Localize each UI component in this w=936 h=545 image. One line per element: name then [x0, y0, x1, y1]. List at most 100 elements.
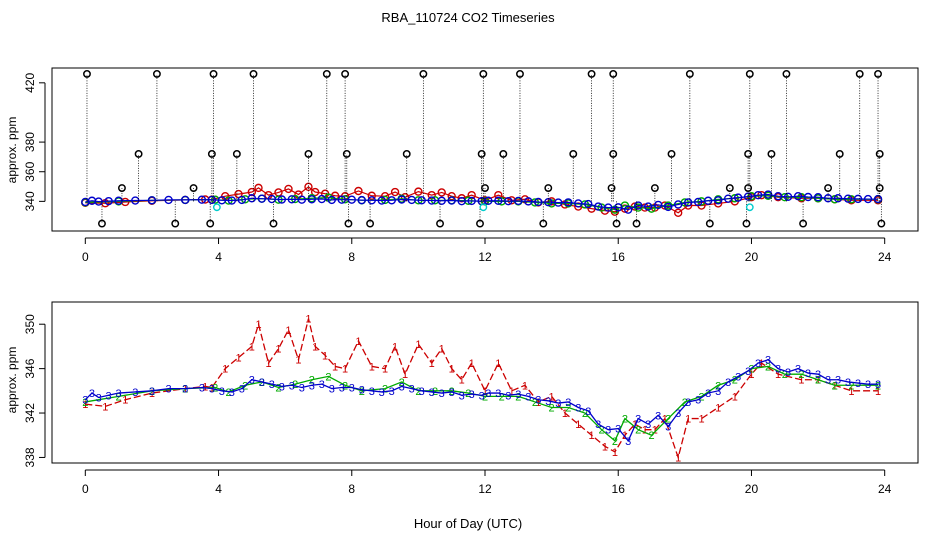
spike-high-point — [341, 69, 350, 78]
series-3-marker: 3 — [615, 424, 621, 436]
spike-mid-point — [402, 149, 411, 158]
series-1-marker: 1 — [459, 375, 465, 387]
series-2-line — [85, 365, 879, 442]
series-3-marker: 3 — [82, 395, 88, 407]
series-1-marker: 1 — [295, 355, 301, 367]
spike-small-point — [117, 184, 126, 192]
panel-1-axes: 0 4 8 12 16 20 24 340 360 380 420 — [23, 72, 892, 264]
p1-blue-trace-point — [594, 202, 603, 211]
p1-blue-trace-point — [644, 202, 653, 211]
series-1-marker: 1 — [549, 391, 555, 403]
series-2-marker: 2 — [815, 375, 821, 387]
series-1-marker: 1 — [685, 414, 691, 426]
spike-low-point — [799, 219, 808, 228]
series-2-marker: 2 — [648, 430, 654, 442]
p1-blue-trace-point — [703, 196, 713, 205]
spike-high-point — [782, 69, 791, 78]
series-1-marker: 1 — [429, 358, 435, 370]
p1-blue-trace-point — [457, 196, 466, 206]
series-3-marker: 3 — [625, 436, 631, 448]
x-tick-label: 16 — [612, 482, 626, 496]
series-3-marker: 3 — [645, 419, 651, 431]
series-1-marker: 1 — [602, 441, 608, 453]
p1-blue-trace-point — [584, 199, 593, 209]
p1-blue-trace-point — [347, 195, 356, 204]
series-3-marker: 3 — [785, 367, 791, 379]
series-2-marker: 2 — [682, 397, 688, 409]
p1-blue-trace-point — [437, 196, 446, 205]
spike-mid-point — [767, 149, 776, 158]
spike-mid-point — [304, 149, 313, 158]
y-tick-label: 338 — [23, 447, 37, 467]
spike-high-point — [209, 69, 218, 78]
p1-blue-trace-point — [357, 195, 366, 205]
p1-blue-trace-point — [534, 197, 543, 207]
series-1-marker: 1 — [652, 425, 658, 437]
series-3-marker: 3 — [229, 387, 235, 399]
series-2-marker: 2 — [599, 425, 605, 437]
p1-red-trace-point — [310, 187, 320, 197]
series-2-marker: 2 — [798, 369, 804, 381]
series-3-marker: 3 — [575, 402, 581, 414]
series-3-marker: 3 — [449, 387, 455, 399]
p1-red-trace-point — [414, 187, 423, 196]
series-2-marker: 2 — [82, 397, 88, 409]
series-1-marker: 1 — [402, 369, 408, 381]
spike-mid-point — [875, 149, 884, 158]
series-3-marker: 3 — [505, 390, 511, 402]
x-tick-label: 20 — [745, 482, 759, 496]
series-2-marker: 2 — [832, 380, 838, 392]
spike-low-point — [366, 219, 375, 228]
series-3-marker: 3 — [166, 384, 172, 396]
p1-red-trace-point — [367, 191, 376, 200]
series-2-marker: 2 — [782, 369, 788, 381]
series-2-marker: 2 — [549, 402, 555, 414]
y-tick-label: 346 — [23, 358, 37, 378]
p1-blue-trace-point — [723, 194, 733, 203]
p1-red-trace-point — [437, 188, 446, 197]
p1-red-trace-point — [354, 186, 363, 196]
x-tick-label: 4 — [215, 250, 222, 264]
series-2-marker: 2 — [748, 364, 754, 376]
series-1-marker: 1 — [698, 414, 704, 426]
p1-blue-trace-point — [733, 193, 743, 202]
panel-1-ylabel: approx. ppm — [5, 117, 19, 184]
p1-blue-trace-point — [693, 197, 703, 207]
series-3-marker: 3 — [299, 382, 305, 394]
series-1-marker: 1 — [322, 350, 328, 362]
p1-blue-trace-point — [277, 195, 287, 204]
panel-2-ylabel: approx. ppm — [5, 347, 19, 414]
panel-1-marks — [81, 69, 886, 228]
series-2-marker: 2 — [292, 379, 298, 391]
spike-mid-point — [667, 149, 676, 158]
series-3-marker: 3 — [845, 377, 851, 389]
spike-small-point — [189, 184, 198, 192]
series-1-marker: 1 — [255, 319, 261, 331]
series-3-marker: 3 — [565, 397, 571, 409]
spike-high-point — [516, 69, 524, 78]
spike-mid-point — [835, 149, 844, 158]
x-tick-label: 8 — [348, 482, 355, 496]
series-1-marker: 1 — [182, 384, 188, 396]
spike-low-point — [877, 219, 886, 228]
spike-small-point — [875, 184, 884, 192]
y-tick-label: 380 — [23, 132, 37, 152]
series-3-marker: 3 — [219, 386, 225, 398]
series-3-marker: 3 — [116, 388, 122, 400]
series-1-marker: 1 — [312, 341, 318, 353]
series-3-marker: 3 — [209, 384, 215, 396]
x-tick-label: 24 — [878, 482, 892, 496]
series-1-marker: 1 — [392, 341, 398, 353]
series-3-marker: 3 — [339, 382, 345, 394]
series-1-marker: 1 — [355, 336, 361, 348]
series-1-marker: 1 — [382, 364, 388, 376]
spike-high-point — [152, 69, 161, 78]
spike-low-point — [171, 219, 180, 228]
y-tick-label: 420 — [23, 72, 37, 92]
p1-blue-trace-point — [833, 194, 843, 203]
spike-small-point — [824, 184, 833, 192]
p1-blue-trace-point — [257, 194, 267, 203]
p1-blue-trace-point — [624, 205, 633, 214]
p1-blue-trace-point — [654, 200, 663, 210]
